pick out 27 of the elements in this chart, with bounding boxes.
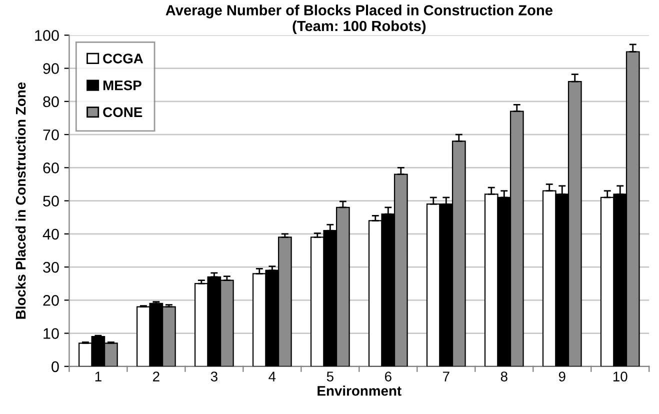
x-tick-label: 10 [613,372,628,382]
y-tick-label: 50 [43,196,59,206]
y-tick-label: 20 [43,295,59,306]
legend-label: CONE [103,107,142,118]
x-tick-label: 8 [500,372,508,382]
y-tick-label: 40 [42,228,59,240]
y-tick-label: 80 [43,96,59,108]
y-tick-label: 100 [35,30,59,41]
legend-label: MESP [103,80,142,90]
chart-title: Average Number of Blocks Placed in Construction Zone (Team: 100 Robots) [166,4,552,34]
x-tick-label: 9 [558,372,566,382]
y-tick-label: 70 [43,129,59,140]
x-tick-label: 3 [210,372,218,382]
y-tick-label: 10 [44,328,59,339]
x-tick-label: 2 [153,372,160,382]
x-tick-label: 1 [95,372,102,382]
x-axis-title: Environment [318,386,402,396]
x-tick-label: 4 [268,372,276,382]
y-tick-label: 30 [43,262,59,273]
y-tick-label: 0 [52,361,59,372]
y-tick-label: 90 [43,63,59,74]
y-axis-title: Blocks Placed in Construction Zone [15,82,26,319]
x-tick-label: 7 [442,372,450,382]
x-tick-label: 6 [384,372,392,382]
legend-label: CCGA [103,54,144,64]
y-tick-label: 60 [43,162,59,174]
x-tick-label: 5 [326,372,334,382]
